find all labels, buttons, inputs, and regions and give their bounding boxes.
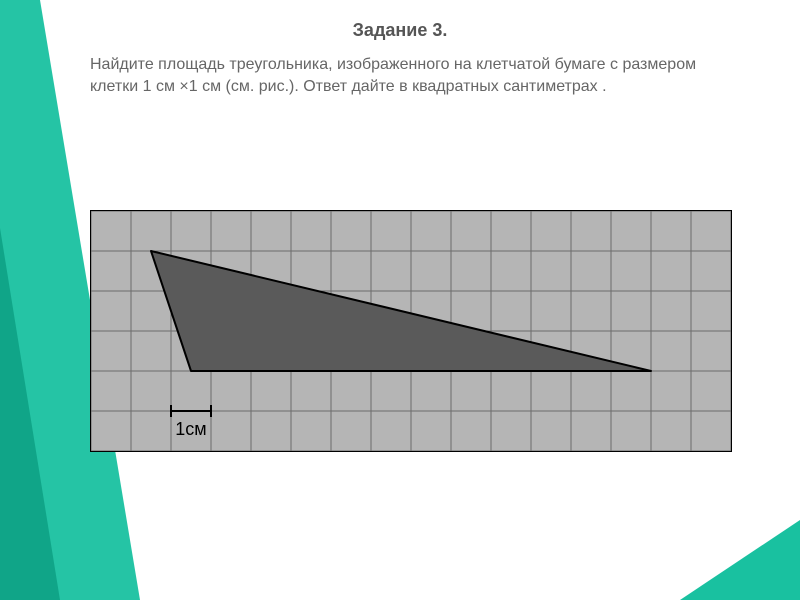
figure: 1см: [90, 210, 730, 452]
grid-figure: 1см: [90, 210, 732, 452]
task-title: Задание 3.: [0, 20, 800, 41]
deco-triangle-left-front: [0, 0, 60, 600]
problem-text: Найдите площадь треугольника, изображенн…: [90, 54, 710, 99]
deco-corner-bottom-right: [680, 520, 800, 600]
scale-label: 1см: [175, 419, 206, 439]
